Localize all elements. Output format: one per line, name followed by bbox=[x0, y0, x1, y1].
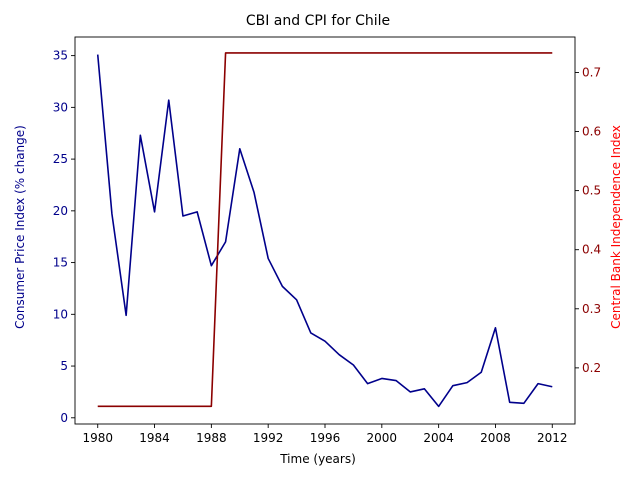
y-right-tick-label: 0.7 bbox=[582, 65, 601, 79]
y-left-tick-label: 15 bbox=[53, 256, 68, 270]
y-right-tick-label: 0.2 bbox=[582, 361, 601, 375]
y-left-axis-label: Consumer Price Index (% change) bbox=[13, 125, 27, 329]
plot-frame bbox=[74, 36, 576, 425]
y-left-tick-label: 10 bbox=[53, 307, 68, 321]
y-left-tick-label: 35 bbox=[53, 49, 68, 63]
y-right-tick-label: 0.6 bbox=[582, 125, 601, 139]
x-tick-label: 2000 bbox=[367, 431, 398, 445]
x-axis-label: Time (years) bbox=[279, 452, 356, 466]
y-right-tick-label: 0.4 bbox=[582, 243, 601, 257]
x-tick-label: 1992 bbox=[253, 431, 284, 445]
cpi-series-line bbox=[96, 54, 553, 408]
y-left-tick-label: 20 bbox=[53, 204, 68, 218]
x-tick-label: 1980 bbox=[82, 431, 113, 445]
cbi-series-line bbox=[97, 52, 553, 408]
y-right-axis-label: Central Bank Independence Index bbox=[609, 125, 623, 329]
x-tick-label: 1988 bbox=[196, 431, 227, 445]
y-left-tick-label: 25 bbox=[53, 152, 68, 166]
x-tick-label: 1984 bbox=[139, 431, 170, 445]
chart-title: CBI and CPI for Chile bbox=[246, 13, 390, 29]
x-tick-label: 2008 bbox=[480, 431, 511, 445]
y-left-tick-label: 5 bbox=[60, 359, 68, 373]
x-tick-label: 1996 bbox=[310, 431, 341, 445]
y-right-tick-label: 0.3 bbox=[582, 302, 601, 316]
plot-area: 1980 1984 1988 1992 1996 2000 2004 2008 2012 0 5 10… bbox=[53, 36, 601, 445]
y-right-tick-label: 0.5 bbox=[582, 184, 601, 198]
x-tick-label: 2012 bbox=[537, 431, 568, 445]
y-left-tick-label: 30 bbox=[53, 100, 68, 114]
y-left-tick-label: 0 bbox=[60, 411, 68, 425]
x-tick-label: 2004 bbox=[423, 431, 454, 445]
